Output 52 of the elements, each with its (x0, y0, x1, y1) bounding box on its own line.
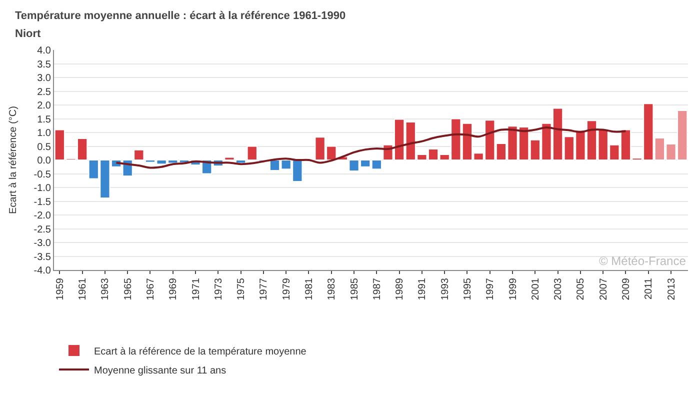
x-tick-label: 1969 (168, 278, 180, 300)
x-tick-label: 2007 (598, 278, 610, 300)
y-tick-label: 1.5 (37, 114, 52, 126)
x-tick-label: 1973 (213, 278, 224, 300)
x-tick-label: 1985 (349, 278, 360, 300)
x-tick-label: 2005 (576, 278, 587, 300)
x-tick-label: 1959 (54, 278, 66, 300)
x-tick-label: 2011 (644, 278, 655, 300)
y-tick-label: -3.5 (34, 252, 52, 263)
y-tick-label: -4.0 (34, 266, 52, 276)
x-tick-label: 1965 (122, 278, 134, 300)
x-tick-label: 1967 (145, 278, 156, 300)
chart-title: Température moyenne annuelle : écart à la référence 1961-1990 (15, 10, 346, 22)
x-tick-label: 1991 (417, 278, 428, 300)
x-tick-label: 2003 (553, 278, 564, 300)
x-tick-label: 1981 (304, 278, 315, 300)
x-tick-label: 1999 (508, 278, 519, 300)
x-tick-label: 1963 (100, 278, 112, 300)
line-series (115, 126, 627, 169)
y-tick-label: -1.5 (34, 196, 52, 208)
y-tick-label: 2.0 (37, 100, 52, 112)
y-tick-label: 0.5 (37, 142, 52, 153)
y-tick-label: 3.5 (37, 59, 52, 70)
x-tick-label: 1983 (326, 278, 338, 300)
y-axis-title: Ecart à la référence (°C) (8, 106, 19, 214)
y-tick-label: 2.5 (37, 86, 52, 98)
y-tick-label: -2.0 (34, 210, 52, 222)
x-tick-label: 1971 (190, 278, 202, 300)
legend-label: Ecart à la référence de la température moyenne (94, 346, 307, 358)
x-tick-label: 1989 (394, 278, 406, 300)
y-tick-label: -2.5 (34, 224, 52, 236)
y-tick-label: -0.5 (34, 169, 52, 180)
x-tick-label: 2013 (666, 278, 678, 300)
y-tick-label: -1.0 (34, 183, 52, 194)
x-tick-label: 1997 (485, 278, 496, 300)
chart-subtitle: Niort (15, 28, 41, 40)
x-tick-label: 1975 (236, 278, 248, 300)
x-tick-label: 1961 (78, 278, 89, 300)
x-tick-label: 2009 (620, 278, 632, 300)
y-tick-label: -3.0 (34, 238, 52, 249)
x-tick-label: 2001 (530, 278, 542, 300)
x-tick-label: 1993 (440, 278, 451, 300)
y-tick-label: 4.0 (37, 46, 52, 56)
y-tick-label: 3.0 (37, 73, 52, 84)
legend-label: Moyenne glissante sur 11 ans (94, 365, 226, 376)
x-tick-label: 1987 (372, 278, 383, 300)
annotation: © Météo-France (599, 254, 686, 268)
y-tick-label: 1.0 (37, 128, 52, 139)
x-tick-label: 1977 (258, 278, 270, 300)
y-tick-label: 0.0 (37, 156, 52, 166)
x-tick-label: 1979 (281, 278, 292, 300)
x-tick-label: 1995 (462, 278, 474, 300)
